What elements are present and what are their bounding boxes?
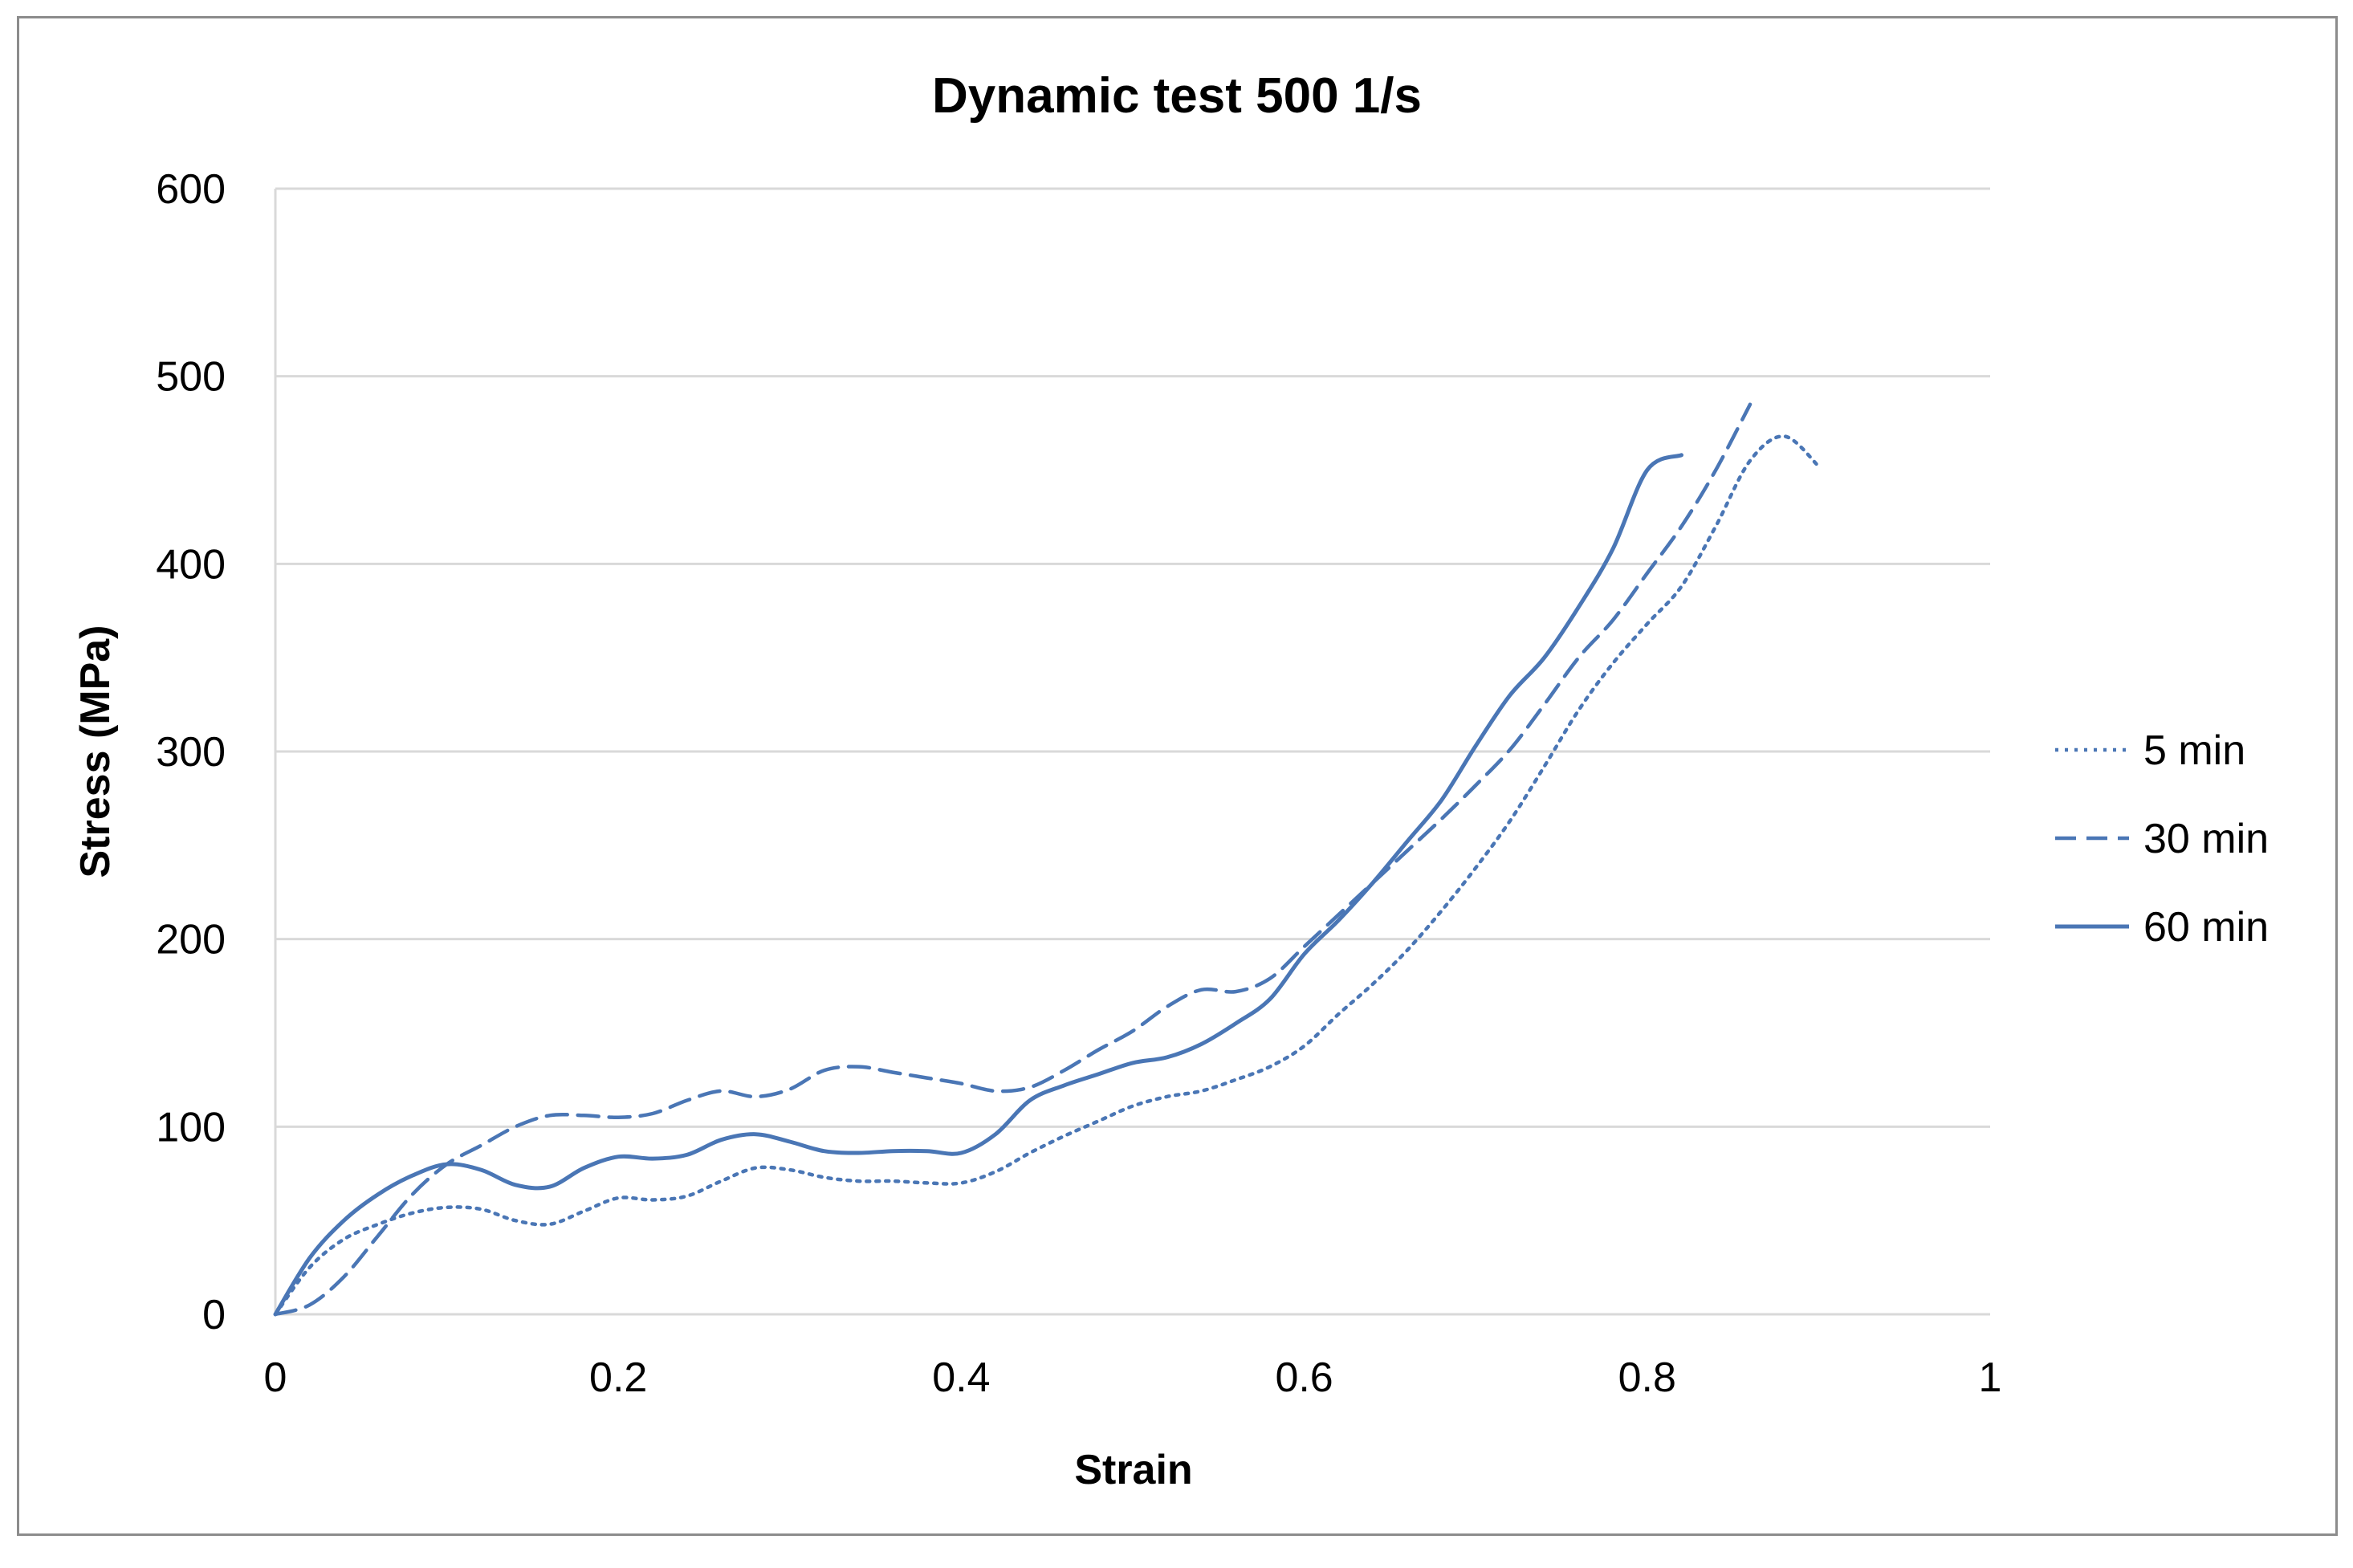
series-line-30-min: [273, 402, 1753, 1317]
y-tick-label: 0: [202, 1292, 226, 1338]
x-axis-title: Strain: [1074, 1447, 1192, 1493]
series-line-60-min: [273, 453, 1683, 1317]
x-tick-label: 1: [1979, 1354, 2002, 1401]
x-tick-label: 0.8: [1618, 1354, 1676, 1401]
y-tick-label: 600: [156, 166, 226, 213]
x-axis-ticks: 0 0.2 0.4 0.6 0.8 1: [264, 1354, 2002, 1401]
y-tick-label: 200: [156, 917, 226, 963]
legend: 5 min 30 min 60 min: [2055, 727, 2269, 951]
legend-label: 60 min: [2143, 904, 2269, 951]
y-tick-label: 300: [156, 729, 226, 776]
y-tick-label: 400: [156, 541, 226, 588]
x-tick-label: 0.6: [1275, 1354, 1333, 1401]
y-axis-ticks: 0 100 200 300 400 500 600: [156, 166, 226, 1338]
chart-frame: [17, 16, 2338, 1536]
legend-label: 30 min: [2143, 816, 2269, 862]
x-tick-label: 0.2: [589, 1354, 647, 1401]
y-tick-label: 500: [156, 354, 226, 401]
x-tick-label: 0.4: [932, 1354, 990, 1401]
series-lines: [273, 402, 1821, 1317]
chart-title: Dynamic test 500 1/s: [932, 68, 1422, 124]
gridlines: [274, 187, 1990, 1316]
y-tick-label: 100: [156, 1104, 226, 1151]
x-tick-label: 0: [264, 1354, 287, 1401]
legend-label: 5 min: [2143, 727, 2245, 774]
y-axis-title: Stress (MPa): [72, 625, 119, 878]
